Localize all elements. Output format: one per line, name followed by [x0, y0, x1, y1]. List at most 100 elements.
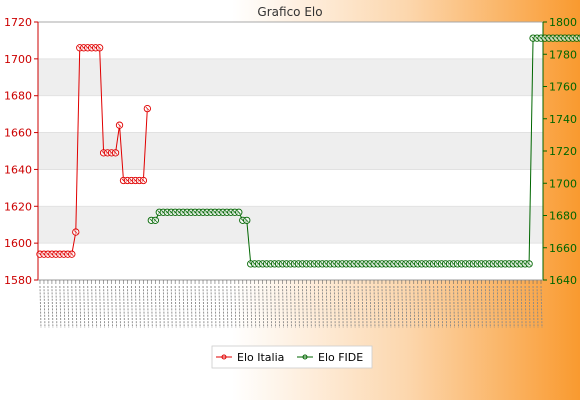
- x-tick-label-mark: [250, 285, 253, 329]
- x-tick-label-mark: [258, 285, 261, 329]
- x-tick-label-mark: [134, 285, 137, 329]
- grid-band: [38, 206, 543, 244]
- x-tick-label-mark: [234, 285, 237, 329]
- x-tick-label-mark: [361, 285, 364, 329]
- left-y-axis: 1580 1600 1620 1640 1660 1680 1700 1720: [4, 16, 39, 287]
- x-tick-label-mark: [83, 285, 86, 329]
- x-tick-label-mark: [190, 285, 193, 329]
- grid-band: [38, 58, 543, 96]
- x-tick-label-mark: [349, 285, 352, 329]
- x-tick-label-mark: [512, 285, 515, 329]
- left-tick-label: 1640: [4, 163, 32, 176]
- x-tick-label-mark: [365, 285, 368, 329]
- x-tick-label-mark: [67, 285, 70, 329]
- right-tick-label: 1760: [549, 81, 577, 94]
- x-tick-label-mark: [492, 285, 495, 329]
- legend-box: [211, 345, 373, 369]
- x-tick-label-mark: [429, 285, 432, 329]
- x-tick-label-mark: [345, 285, 348, 329]
- x-tick-label-mark: [174, 285, 177, 329]
- x-tick-label-mark: [472, 285, 475, 329]
- x-tick-label-mark: [95, 285, 98, 329]
- x-tick-label-mark: [262, 285, 265, 329]
- data-point-cross-elo-italia: [97, 45, 102, 50]
- data-point-cross-elo-italia: [73, 230, 78, 234]
- right-tick-label: 1780: [549, 48, 577, 61]
- x-tick-label-mark: [488, 285, 491, 329]
- x-tick-label-mark: [540, 285, 543, 329]
- x-tick-label-mark: [246, 285, 249, 329]
- x-tick-label-mark: [449, 285, 452, 329]
- x-tick-label-mark: [158, 285, 161, 329]
- x-tick-label-mark: [290, 285, 292, 329]
- x-tick-label-mark: [282, 285, 284, 329]
- x-tick-label-mark: [317, 285, 320, 329]
- left-tick-label: 1720: [4, 16, 32, 29]
- left-tick-label: 1580: [4, 274, 32, 287]
- legend-marker-elo-fide: [302, 354, 308, 360]
- legend-marker-elo-italia: [221, 354, 227, 360]
- x-tick-label-mark: [476, 285, 479, 329]
- x-tick-label-mark: [425, 285, 428, 329]
- right-tick-label: 1720: [549, 145, 577, 158]
- x-tick-label-mark: [496, 285, 499, 329]
- x-tick-label-mark: [401, 285, 404, 329]
- right-tick-label: 1660: [549, 242, 577, 255]
- x-tick-label-mark: [150, 285, 153, 329]
- x-tick-label-mark: [286, 285, 288, 329]
- x-tick-label-mark: [127, 285, 129, 329]
- x-tick-label-mark: [504, 285, 507, 329]
- x-tick-label-mark: [516, 285, 519, 329]
- x-tick-label-mark: [313, 285, 316, 329]
- left-tick-label: 1600: [4, 237, 32, 250]
- x-tick-label-mark: [369, 285, 372, 329]
- x-tick-label-mark: [91, 285, 94, 329]
- x-tick-label-mark: [294, 285, 296, 329]
- x-tick-label-mark: [202, 285, 205, 329]
- x-tick-label-mark: [357, 285, 360, 329]
- x-tick-label-mark: [59, 285, 62, 329]
- x-tick-label-mark: [305, 285, 308, 329]
- x-tick-label-mark: [377, 285, 380, 329]
- x-tick-label-mark: [111, 285, 114, 329]
- x-tick-label-mark: [353, 285, 356, 329]
- x-tick-label-mark: [138, 285, 141, 329]
- x-tick-label-mark: [309, 285, 312, 329]
- series-layer: [36, 34, 580, 268]
- x-tick-label-mark: [63, 285, 66, 329]
- x-tick-label-mark: [417, 285, 420, 329]
- x-tick-label-mark: [39, 285, 42, 329]
- x-tick-label-mark: [178, 285, 181, 329]
- x-tick-label-mark: [115, 285, 117, 329]
- x-tick-label-mark: [206, 285, 209, 329]
- x-tick-label-mark: [47, 285, 50, 329]
- x-tick-label-mark: [433, 285, 436, 329]
- x-tick-label-mark: [409, 285, 412, 329]
- series-elo-italia: [36, 44, 152, 258]
- x-tick-label-mark: [274, 285, 277, 329]
- x-tick-label-mark: [55, 285, 58, 329]
- x-tick-label-mark: [242, 285, 245, 329]
- x-tick-label-mark: [218, 285, 221, 329]
- x-tick-label-mark: [79, 285, 82, 329]
- x-tick-label-mark: [524, 285, 527, 329]
- x-tick-label-mark: [87, 285, 90, 329]
- x-tick-label-mark: [99, 285, 102, 329]
- data-point-cross-elo-italia: [145, 106, 150, 111]
- x-tick-label-mark: [226, 285, 229, 329]
- x-tick-label-mark: [170, 285, 173, 329]
- data-point-cross-elo-italia: [117, 123, 122, 128]
- x-tick-label-mark: [166, 285, 169, 329]
- x-tick-label-mark: [536, 285, 539, 329]
- x-tick-label-mark: [119, 285, 121, 329]
- x-tick-label-mark: [445, 285, 448, 329]
- x-tick-label-mark: [142, 285, 145, 329]
- x-tick-label-mark: [457, 285, 459, 329]
- left-tick-label: 1700: [4, 53, 32, 66]
- x-tick-label-mark: [301, 285, 304, 329]
- x-tick-label-mark: [437, 285, 440, 329]
- x-tick-label-mark: [154, 285, 157, 329]
- x-tick-label-mark: [254, 285, 257, 329]
- x-tick-label-mark: [333, 285, 336, 329]
- right-y-axis: 1640 1660 1680 1700 1720 1740 1760 1780 1800: [542, 16, 577, 287]
